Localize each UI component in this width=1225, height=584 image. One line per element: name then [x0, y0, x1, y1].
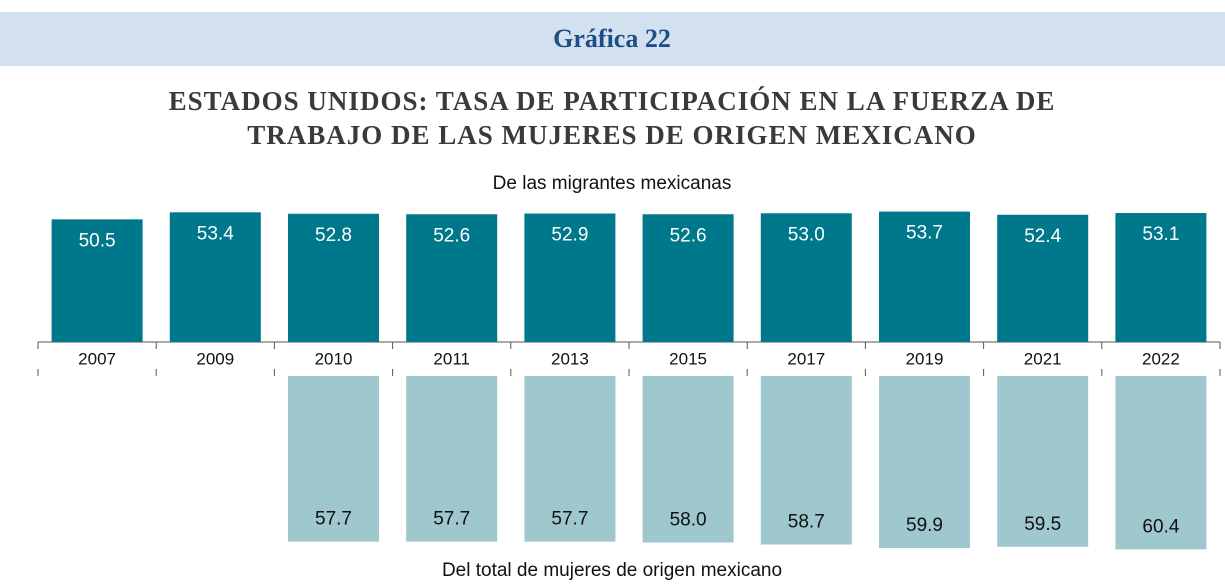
value-label: 52.9 — [551, 225, 588, 246]
bar — [524, 376, 616, 542]
series-label: Del total de mujeres de origen mexicano — [442, 560, 782, 581]
value-label: 57.7 — [433, 509, 470, 530]
x-tick-label: 2011 — [433, 349, 470, 368]
bar — [997, 376, 1089, 547]
x-tick-label: 2009 — [196, 349, 234, 368]
bar — [1115, 213, 1207, 342]
x-tick-label: 2015 — [669, 349, 707, 368]
x-tick-label: 2010 — [315, 349, 353, 368]
value-label: 52.8 — [315, 225, 352, 246]
bar — [760, 213, 852, 342]
x-tick-label: 2019 — [906, 349, 944, 368]
bar — [524, 213, 616, 342]
series-label: De las migrantes mexicanas — [493, 173, 732, 194]
x-tick-label: 2013 — [551, 349, 589, 368]
header-band — [0, 12, 1225, 66]
bar — [406, 376, 498, 542]
x-tick-label: 2017 — [787, 349, 825, 368]
value-label: 53.7 — [906, 223, 943, 244]
bar — [997, 214, 1089, 342]
bar — [406, 214, 498, 342]
value-label: 50.5 — [79, 230, 116, 251]
bar — [288, 213, 379, 342]
value-label: 59.9 — [906, 515, 943, 536]
x-tick-label: 2007 — [78, 349, 116, 368]
value-label: 58.7 — [788, 512, 825, 533]
bar — [1115, 376, 1207, 550]
value-label: 57.7 — [315, 509, 352, 530]
x-tick-label: 2021 — [1024, 349, 1062, 368]
bar — [51, 219, 143, 342]
value-label: 59.5 — [1024, 514, 1061, 535]
bar — [879, 376, 970, 548]
value-label: 52.4 — [1024, 226, 1061, 247]
chart-title: TRABAJO DE LAS MUJERES DE ORIGEN MEXICAN… — [247, 120, 977, 150]
value-label: 52.6 — [433, 225, 470, 246]
value-label: 60.4 — [1142, 516, 1179, 537]
x-tick-label: 2022 — [1142, 349, 1180, 368]
bar — [169, 212, 261, 342]
bar — [760, 376, 852, 545]
header: Gráfica 22 — [553, 24, 671, 53]
value-label: 52.6 — [670, 225, 707, 246]
value-label: 53.4 — [197, 223, 234, 244]
bar — [879, 211, 970, 342]
bar — [642, 214, 734, 342]
value-label: 57.7 — [551, 509, 588, 530]
value-label: 58.0 — [670, 510, 707, 531]
value-label: 53.1 — [1142, 224, 1179, 245]
chart-title: ESTADOS UNIDOS: TASA DE PARTICIPACIÓN EN… — [169, 86, 1056, 116]
bar — [642, 376, 734, 543]
bar — [288, 376, 379, 542]
value-label: 53.0 — [788, 224, 825, 245]
